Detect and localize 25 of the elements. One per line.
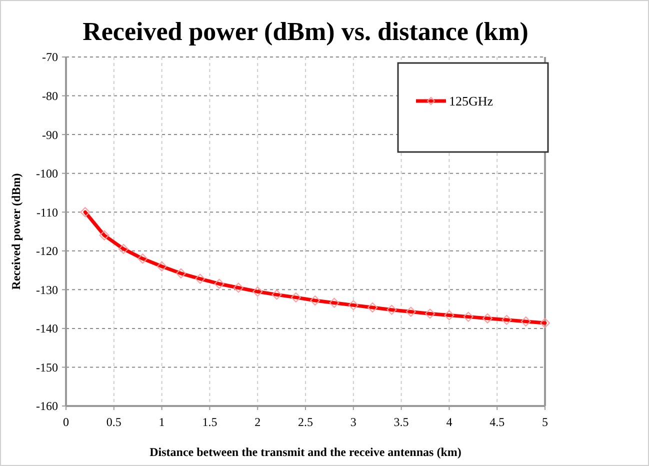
y-tick-label: -150 <box>36 360 58 374</box>
x-tick-label: 4 <box>446 415 452 429</box>
y-tick-label: -140 <box>36 322 58 336</box>
x-tick-label: 3.5 <box>394 415 409 429</box>
x-tick-label: 4.5 <box>490 415 505 429</box>
x-tick-label: 1.5 <box>202 415 218 429</box>
x-tick-label: 1 <box>158 415 165 429</box>
y-tick-label: -110 <box>36 205 58 220</box>
y-tick-label: -70 <box>42 50 58 64</box>
y-tick-label: -80 <box>42 88 58 103</box>
y-tick-label: -130 <box>36 282 58 297</box>
y-tick-label: -100 <box>36 166 58 181</box>
y-axis-title: Received power (dBm) <box>9 173 23 290</box>
y-tick-label: -120 <box>36 244 58 258</box>
x-tick-label: 3 <box>350 415 356 429</box>
x-axis-title: Distance between the transmit and the receive antennas (km) <box>150 445 462 459</box>
y-tick-label: -90 <box>42 128 58 142</box>
legend-label: 125GHz <box>449 94 494 109</box>
x-tick-label: 2 <box>254 415 261 429</box>
y-tick-label: -160 <box>36 399 58 414</box>
chart-title: Received power (dBm) vs. distance (km) <box>82 17 528 46</box>
x-tick-label: 5 <box>542 415 548 429</box>
x-tick-label: 2.5 <box>298 415 313 429</box>
x-tick-label: 0.5 <box>106 415 122 429</box>
x-tick-label: 0 <box>63 415 69 429</box>
